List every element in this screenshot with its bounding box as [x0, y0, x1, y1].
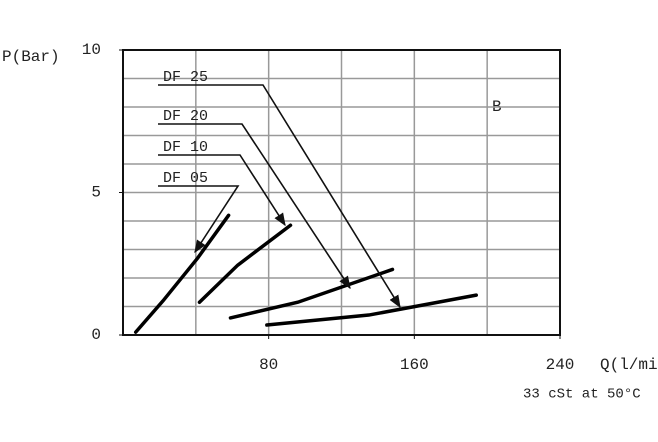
x-axis-label: Q(l/min): [600, 356, 658, 374]
curve: [197, 223, 293, 304]
x-tick-label: 80: [259, 356, 278, 374]
series-label: DF 25: [163, 69, 208, 86]
leader-line: [158, 123, 351, 290]
y-tick-label: 10: [82, 41, 101, 59]
series-label: DF 10: [163, 139, 208, 156]
series-label: DF 05: [163, 170, 208, 187]
curve: [133, 213, 231, 334]
series-label: DF 20: [163, 108, 208, 125]
y-tick-label: 5: [91, 184, 101, 202]
curve: [265, 293, 478, 327]
y-axis-label: P(Bar): [2, 48, 60, 66]
leader-line: [158, 185, 240, 254]
x-tick-label: 240: [546, 356, 575, 374]
leader-line: [158, 154, 286, 227]
x-tick-label: 160: [400, 356, 429, 374]
leader-line: [158, 84, 401, 309]
y-tick-label: 0: [91, 326, 101, 344]
curve: [228, 267, 395, 320]
note: 33 cSt at 50°C: [523, 387, 641, 403]
